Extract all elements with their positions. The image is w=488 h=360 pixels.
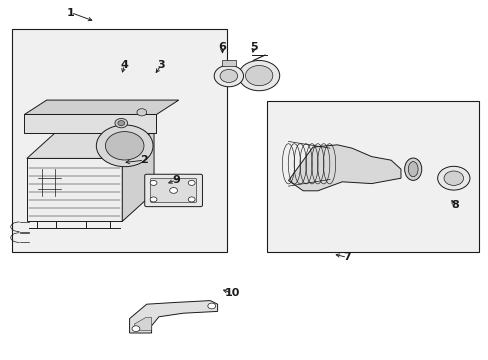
Ellipse shape xyxy=(407,162,417,177)
Circle shape xyxy=(437,166,469,190)
Text: 7: 7 xyxy=(343,252,350,262)
Circle shape xyxy=(115,118,127,128)
Circle shape xyxy=(150,197,157,202)
Circle shape xyxy=(443,171,463,185)
Text: 3: 3 xyxy=(157,60,165,70)
Ellipse shape xyxy=(404,158,421,180)
Circle shape xyxy=(188,197,195,202)
Circle shape xyxy=(105,132,143,160)
FancyBboxPatch shape xyxy=(27,158,122,221)
Text: 2: 2 xyxy=(140,155,148,165)
Circle shape xyxy=(207,303,215,309)
FancyBboxPatch shape xyxy=(150,179,196,202)
Circle shape xyxy=(150,180,157,185)
Circle shape xyxy=(137,109,146,116)
FancyBboxPatch shape xyxy=(144,174,202,207)
Text: 6: 6 xyxy=(218,42,226,52)
Text: 4: 4 xyxy=(121,60,128,70)
Text: 10: 10 xyxy=(224,288,240,298)
Circle shape xyxy=(118,121,124,126)
Text: 1: 1 xyxy=(67,8,75,18)
Polygon shape xyxy=(27,130,154,158)
Circle shape xyxy=(214,65,243,87)
Polygon shape xyxy=(24,100,179,114)
Bar xyxy=(222,60,235,66)
Circle shape xyxy=(132,326,140,332)
Polygon shape xyxy=(134,318,151,330)
Circle shape xyxy=(96,125,153,167)
Text: 9: 9 xyxy=(172,175,180,185)
Circle shape xyxy=(220,69,237,82)
Polygon shape xyxy=(122,130,154,221)
Circle shape xyxy=(238,60,279,91)
Bar xyxy=(12,29,227,252)
Polygon shape xyxy=(288,145,400,191)
Circle shape xyxy=(245,66,272,86)
Polygon shape xyxy=(129,301,217,333)
Text: 5: 5 xyxy=(250,42,258,52)
Circle shape xyxy=(188,180,195,185)
Text: 8: 8 xyxy=(450,200,458,210)
FancyBboxPatch shape xyxy=(24,114,156,133)
Bar xyxy=(266,101,478,252)
Circle shape xyxy=(169,188,177,193)
